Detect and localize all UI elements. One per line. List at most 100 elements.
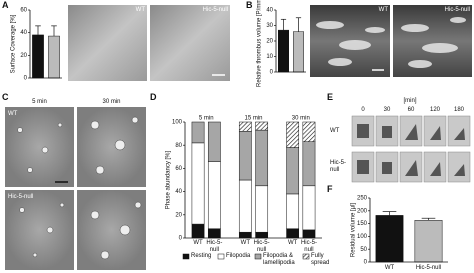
x-tick-label: Hic-5-null [253,240,270,253]
bar-segment [238,131,252,181]
y-tick-label: 100 [172,120,183,126]
y-tick-label: 20 [175,212,182,218]
y-tick-label: 250 [357,196,368,202]
bar-segment [255,121,269,131]
column-label: 180 [453,107,464,113]
legend-swatch [254,253,262,260]
micrograph [77,190,146,270]
platelets [17,116,142,260]
y-tick-label: 100 [357,234,368,240]
thrombi [316,17,466,68]
micrograph [5,190,74,270]
bar-segment [255,185,269,233]
group-label: 5 min [199,116,214,122]
bar-segment [302,121,316,142]
column-label: 120 [429,107,440,113]
row-label: Hic-5-null [330,160,346,173]
legend-label: Fully spread [311,253,330,266]
group-label: 15 min [244,116,262,122]
image-label: Hic-5-null [202,7,228,13]
panel-letter: D [150,92,157,102]
column-label: 0 [361,107,365,113]
x-tick-label: WT [384,265,395,271]
legend-swatch [302,253,310,260]
x-tick-label: WT [240,240,250,246]
bar-segment [302,229,316,239]
bar [293,31,304,73]
x-tick-label: Hic-5-null [206,240,223,253]
y-tick-label: 40 [20,30,27,36]
bar-segment [207,228,221,239]
column-label: 5 min [32,99,47,105]
bar-segment [302,185,316,231]
y-tick-label: 150 [357,221,368,227]
legend-swatch [217,253,225,260]
y-tick-label: 200 [357,208,368,214]
panel-letter: A [2,0,9,10]
x-tick-label: Hic-5-null [415,265,442,271]
y-tick-label: 30 [266,23,273,29]
y-tick-label: 50 [360,247,367,253]
image-label: Hic-5-null [444,7,470,13]
legend-label: Resting [191,253,212,259]
image-label: WT [135,7,145,13]
micrograph [393,5,472,77]
row-label: WT [330,128,340,134]
legend-label: Filopodia & lamellipodia [263,253,295,266]
y-tick-label: 0 [364,260,368,266]
bar-segment [191,142,205,225]
bar-segment [238,231,252,239]
bar-segment [286,121,300,148]
bar [414,220,443,263]
bar-segment [286,147,300,195]
bar [32,34,44,79]
legend-label: Filopodia [226,253,251,259]
legend-swatch [182,253,190,260]
image-label: WT [378,7,388,13]
unit-label: [min] [403,98,417,104]
bar-segment [238,121,252,132]
x-tick-label: WT [287,240,298,246]
bar [48,35,60,79]
y-axis-label: Surface Coverage [%] [11,14,17,73]
bar-segment [255,129,269,187]
clot-tubes [351,115,471,183]
bar-segment [207,121,221,162]
y-tick-label: 20 [266,39,273,45]
bar-segment [302,141,316,187]
bar [375,215,404,263]
bar-segment [286,228,300,239]
y-axis-label: Residual volume [µl] [351,203,357,257]
panel-letter: B [246,0,253,10]
column-label: 30 [383,107,391,113]
row-label: Hic-5-null [8,194,34,200]
y-tick-label: 20 [20,53,27,59]
x-tick-label: WT [193,240,203,246]
y-tick-label: 60 [20,8,27,14]
micrograph [68,5,147,81]
column-label: 60 [407,107,415,113]
x-tick-label: Hic-5-null [300,240,317,253]
bar-segment [191,223,205,239]
panel-letter: F [327,184,333,194]
column-label: 30 min [102,99,121,105]
y-tick-label: 0 [24,76,28,82]
y-tick-label: 0 [270,70,274,76]
bar-segment [207,161,221,229]
y-axis-label: Relative thrombus volume [P/mm²] [257,0,263,87]
bar [278,29,289,73]
bar-segment [255,231,269,239]
micrograph [5,107,74,187]
group-label: 30 min [292,116,310,122]
y-tick-label: 0 [179,236,183,242]
bar-segment [191,121,205,144]
clots [357,124,465,176]
y-tick-label: 10 [266,54,273,60]
y-tick-label: 40 [175,189,182,195]
y-tick-label: 60 [175,166,182,172]
panel-letter: E [327,92,334,102]
panel-letter: C [2,92,9,102]
y-tick-label: 80 [175,143,182,149]
